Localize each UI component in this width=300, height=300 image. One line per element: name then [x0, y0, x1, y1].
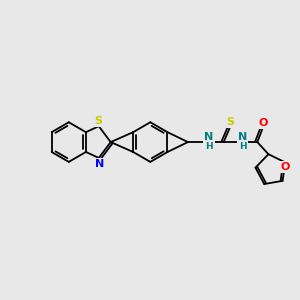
Text: N: N [204, 132, 213, 142]
Text: O: O [259, 118, 268, 128]
Text: O: O [280, 162, 290, 172]
Text: N: N [238, 132, 247, 142]
Text: S: S [226, 117, 235, 127]
Text: N: N [95, 159, 104, 169]
Text: S: S [94, 116, 102, 126]
Text: H: H [205, 142, 213, 151]
Text: H: H [238, 142, 246, 151]
